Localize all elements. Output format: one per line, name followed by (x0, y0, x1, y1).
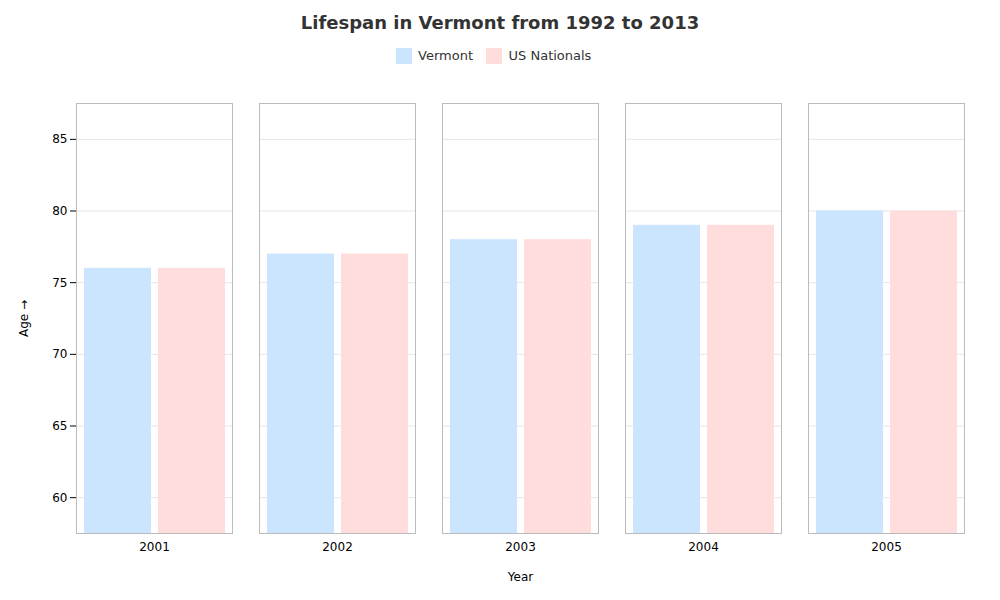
svg-text:2001: 2001 (139, 540, 170, 554)
html-text:US Nationals: US Nationals (508, 48, 592, 63)
svg-text:2002: 2002 (322, 540, 353, 554)
svg-text:60: 60 (52, 490, 67, 504)
html-text:Vermont: Vermont (418, 48, 473, 63)
svg-text:85: 85 (52, 132, 67, 146)
svg-text:Age →: Age → (17, 299, 31, 336)
svg-text:75: 75 (52, 275, 67, 289)
svg-text:Year: Year (507, 569, 533, 583)
html-text:Lifespan in Vermont from 1992: Lifespan in Vermont from 1992 to 2013 (300, 12, 700, 33)
svg-text:2003: 2003 (505, 540, 536, 554)
svg-text:2005: 2005 (871, 540, 902, 554)
svg-text:2004: 2004 (688, 540, 719, 554)
svg-text:80: 80 (52, 203, 67, 217)
svg-text:70: 70 (52, 347, 67, 361)
svg-text:65: 65 (52, 418, 67, 432)
